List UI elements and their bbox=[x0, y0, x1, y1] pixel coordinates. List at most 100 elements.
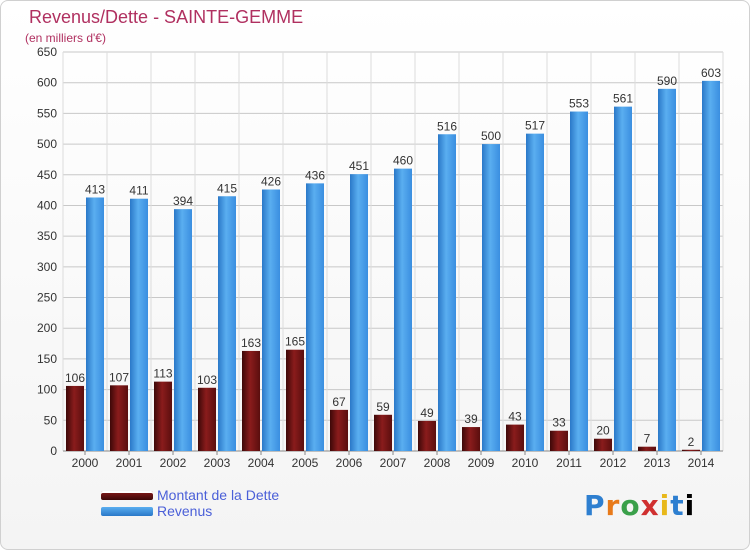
data-label-debt: 67 bbox=[332, 395, 346, 409]
data-label-revenue: 516 bbox=[437, 119, 457, 133]
data-label-debt: 163 bbox=[241, 336, 261, 350]
y-tick-label: 0 bbox=[50, 444, 57, 458]
data-label-revenue: 415 bbox=[217, 181, 237, 195]
data-label-debt: 39 bbox=[464, 412, 478, 426]
y-tick-label: 300 bbox=[37, 260, 57, 274]
bar-debt bbox=[330, 409, 348, 451]
x-tick-label: 2013 bbox=[644, 456, 671, 470]
bar-revenue bbox=[218, 196, 236, 451]
legend-swatch-revenue bbox=[101, 507, 153, 516]
data-label-debt: 107 bbox=[109, 370, 129, 384]
data-label-revenue: 603 bbox=[701, 66, 721, 80]
x-tick-label: 2003 bbox=[204, 456, 231, 470]
y-tick-label: 650 bbox=[37, 45, 57, 59]
chart-title: Revenus/Dette - SAINTE-GEMME bbox=[29, 7, 304, 27]
y-tick-label: 100 bbox=[37, 383, 57, 397]
x-tick-label: 2014 bbox=[688, 456, 715, 470]
data-label-debt: 59 bbox=[376, 400, 390, 414]
x-tick-label: 2012 bbox=[600, 456, 627, 470]
x-tick-label: 2007 bbox=[380, 456, 407, 470]
bar-debt bbox=[66, 385, 84, 451]
bar-revenue bbox=[174, 209, 192, 451]
bar-debt bbox=[110, 385, 128, 451]
data-label-debt: 2 bbox=[688, 435, 695, 449]
bar-debt bbox=[462, 427, 480, 451]
legend-label-revenue: Revenus bbox=[157, 503, 213, 519]
bar-revenue bbox=[702, 80, 720, 451]
bar-revenue bbox=[350, 174, 368, 451]
data-label-debt: 113 bbox=[153, 367, 172, 381]
y-tick-label: 250 bbox=[37, 291, 57, 305]
data-label-debt: 20 bbox=[596, 424, 610, 438]
bar-debt bbox=[594, 438, 612, 451]
bar-debt bbox=[638, 446, 656, 451]
y-tick-label: 600 bbox=[37, 76, 57, 90]
data-label-revenue: 394 bbox=[173, 194, 193, 208]
data-label-revenue: 411 bbox=[129, 184, 148, 198]
data-label-revenue: 436 bbox=[305, 168, 325, 182]
x-tick-label: 2001 bbox=[116, 456, 143, 470]
bar-revenue bbox=[394, 168, 412, 451]
y-tick-label: 350 bbox=[37, 229, 57, 243]
y-tick-label: 400 bbox=[37, 198, 57, 212]
x-tick-label: 2005 bbox=[292, 456, 319, 470]
x-tick-label: 2006 bbox=[336, 456, 363, 470]
data-label-revenue: 413 bbox=[85, 182, 105, 196]
legend-swatch-debt bbox=[101, 491, 153, 500]
bar-debt bbox=[154, 381, 172, 451]
axis-layer: 0 50 100 150 200 250 300 350 400 450 500 550 600 650 2… bbox=[37, 45, 723, 470]
data-label-revenue: 561 bbox=[613, 92, 633, 106]
data-label-revenue: 590 bbox=[657, 74, 677, 88]
x-tick-label: 2002 bbox=[160, 456, 187, 470]
bar-revenue bbox=[262, 189, 280, 452]
data-label-revenue: 500 bbox=[481, 129, 501, 143]
bar-revenue bbox=[658, 88, 676, 451]
data-labels-layer: 106 413 107 411 113 394 103 415 163 426 165 436 67 45… bbox=[65, 66, 721, 449]
bar-revenue bbox=[526, 133, 544, 451]
bars-layer bbox=[66, 80, 720, 452]
bar-revenue bbox=[614, 106, 632, 451]
y-tick-label: 200 bbox=[37, 321, 57, 335]
data-label-revenue: 553 bbox=[569, 97, 589, 111]
legend: Montant de la Dette Revenus bbox=[101, 487, 361, 519]
x-tick-label: 2009 bbox=[468, 456, 495, 470]
legend-item-debt: Montant de la Dette bbox=[101, 487, 361, 503]
bar-debt bbox=[198, 387, 216, 451]
data-label-revenue: 460 bbox=[393, 154, 413, 168]
bar-revenue bbox=[306, 183, 324, 451]
chart-subtitle: (en milliers d'€) bbox=[25, 31, 106, 45]
data-label-debt: 165 bbox=[285, 335, 305, 349]
bar-debt bbox=[374, 414, 392, 451]
data-label-debt: 33 bbox=[552, 416, 566, 430]
y-tick-label: 450 bbox=[37, 168, 57, 182]
bar-debt bbox=[418, 420, 436, 451]
x-tick-label: 2004 bbox=[248, 456, 275, 470]
y-tick-label: 150 bbox=[37, 352, 57, 366]
data-label-revenue: 426 bbox=[261, 175, 281, 189]
bar-debt bbox=[550, 430, 568, 451]
data-label-debt: 103 bbox=[197, 373, 217, 387]
bar-revenue bbox=[438, 134, 456, 452]
x-tick-label: 2010 bbox=[512, 456, 539, 470]
bar-revenue bbox=[130, 198, 148, 451]
bar-revenue bbox=[482, 144, 500, 452]
data-label-debt: 43 bbox=[508, 410, 522, 424]
x-tick-label: 2011 bbox=[556, 456, 582, 470]
bar-debt bbox=[682, 449, 700, 451]
data-label-revenue: 451 bbox=[349, 159, 369, 173]
bar-debt bbox=[286, 349, 304, 451]
data-label-debt: 106 bbox=[65, 371, 85, 385]
bar-revenue bbox=[570, 111, 588, 451]
grid-layer bbox=[62, 51, 724, 452]
bar-debt bbox=[506, 424, 524, 451]
proxiti-logo: Proxiti bbox=[584, 489, 696, 522]
x-tick-label: 2008 bbox=[424, 456, 451, 470]
x-tick-label: 2000 bbox=[72, 456, 99, 470]
legend-label-debt: Montant de la Dette bbox=[157, 487, 280, 503]
data-label-debt: 49 bbox=[420, 406, 434, 420]
bar-debt bbox=[242, 350, 260, 451]
bar-revenue bbox=[86, 197, 104, 451]
legend-item-revenue: Revenus bbox=[101, 503, 361, 519]
